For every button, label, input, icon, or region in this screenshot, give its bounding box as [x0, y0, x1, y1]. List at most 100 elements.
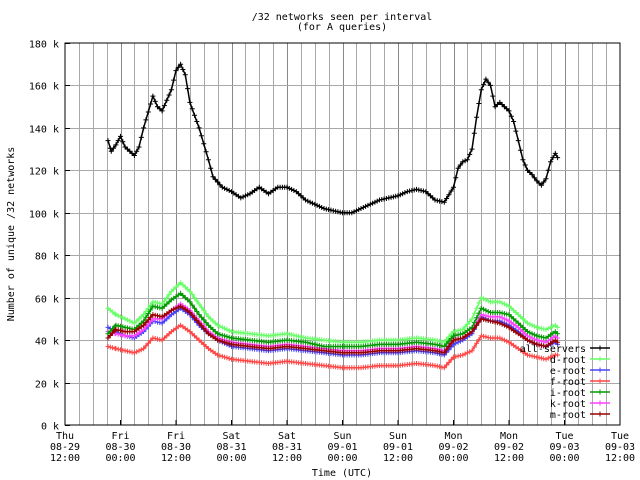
data-point: [196, 125, 202, 131]
data-point: [467, 319, 473, 324]
data-point: [141, 125, 147, 131]
data-point: [141, 346, 147, 352]
data-point: [122, 316, 128, 322]
data-point: [497, 310, 503, 315]
data-point: [222, 325, 228, 331]
legend-marker-d-root: [597, 356, 603, 362]
x-tick-label: Sun: [389, 431, 407, 442]
data-point: [185, 86, 191, 92]
data-point: [105, 138, 111, 144]
data-point: [238, 195, 244, 201]
data-point: [545, 355, 551, 361]
data-point: [501, 316, 507, 322]
x-axis-label: Time (UTC): [312, 468, 372, 479]
data-point: [208, 165, 214, 171]
data-point: [212, 320, 218, 326]
data-point: [198, 339, 204, 345]
data-point: [215, 337, 221, 343]
x-tick-label: 08-30: [105, 442, 135, 453]
data-point: [120, 324, 126, 330]
data-point: [474, 315, 480, 321]
data-point: [548, 324, 554, 330]
data-point: [497, 299, 503, 305]
data-point: [198, 314, 204, 320]
data-point: [527, 334, 533, 340]
data-point: [215, 322, 221, 328]
data-point: [157, 305, 163, 311]
data-point: [499, 321, 505, 327]
data-point: [113, 312, 119, 318]
series-m-root: [105, 303, 561, 356]
data-point: [485, 298, 491, 304]
data-point: [226, 328, 232, 334]
data-point: [291, 332, 297, 338]
legend-marker-f-root: [597, 378, 603, 384]
data-point: [478, 87, 484, 93]
data-point: [219, 184, 225, 190]
data-point: [525, 167, 530, 173]
x-tick-label: 12:00: [494, 453, 524, 464]
data-point: [224, 355, 230, 361]
data-point: [550, 155, 556, 161]
data-point: [152, 336, 158, 341]
x-tick-label: 00:00: [438, 453, 468, 464]
data-point: [552, 150, 558, 156]
data-point: [474, 340, 480, 346]
data-point: [476, 310, 482, 316]
data-point: [504, 323, 510, 329]
x-tick-label: 00:00: [327, 453, 357, 464]
x-tick-label: 09-03: [549, 442, 579, 453]
chart-subtitle: (for A queries): [297, 22, 387, 33]
data-point: [457, 331, 463, 337]
data-point: [152, 98, 158, 104]
data-point: [203, 149, 209, 155]
data-point: [414, 186, 419, 192]
data-point: [453, 354, 459, 360]
data-point: [529, 339, 535, 345]
data-point: [543, 327, 549, 332]
data-point: [515, 312, 521, 318]
legend-label-e-root: e-root: [550, 366, 586, 377]
data-point: [196, 301, 202, 307]
data-point: [192, 112, 197, 118]
data-point: [467, 349, 473, 355]
data-point: [555, 324, 561, 330]
data-point: [182, 72, 188, 78]
data-point: [525, 320, 530, 326]
data-point: [529, 335, 535, 341]
data-point: [437, 364, 443, 370]
data-point: [168, 307, 174, 313]
data-point: [118, 314, 123, 320]
data-point: [196, 312, 202, 318]
data-point: [441, 365, 447, 371]
data-point: [328, 207, 334, 213]
data-point: [529, 322, 535, 328]
series-all-servers: [105, 61, 561, 216]
data-point: [107, 333, 113, 338]
data-point: [481, 81, 487, 87]
data-point: [455, 336, 461, 342]
data-point: [226, 188, 232, 193]
data-point: [527, 330, 533, 336]
data-point: [525, 337, 530, 343]
data-point: [529, 353, 535, 359]
grid: [65, 43, 620, 425]
data-point: [529, 172, 535, 178]
data-point: [192, 295, 197, 301]
data-point: [541, 343, 547, 349]
y-tick-label: 20 k: [35, 380, 59, 391]
data-point: [145, 340, 151, 346]
data-point: [187, 288, 193, 294]
data-point: [120, 315, 126, 321]
data-point: [471, 130, 477, 136]
data-point: [508, 113, 514, 119]
data-point: [129, 319, 135, 325]
data-point: [476, 101, 482, 106]
x-tick-label: 08-29: [50, 442, 80, 453]
data-point: [145, 311, 151, 317]
data-point: [138, 134, 144, 140]
data-point: [469, 329, 475, 335]
data-point: [481, 306, 487, 312]
data-point: [286, 185, 292, 191]
data-point: [166, 292, 172, 297]
